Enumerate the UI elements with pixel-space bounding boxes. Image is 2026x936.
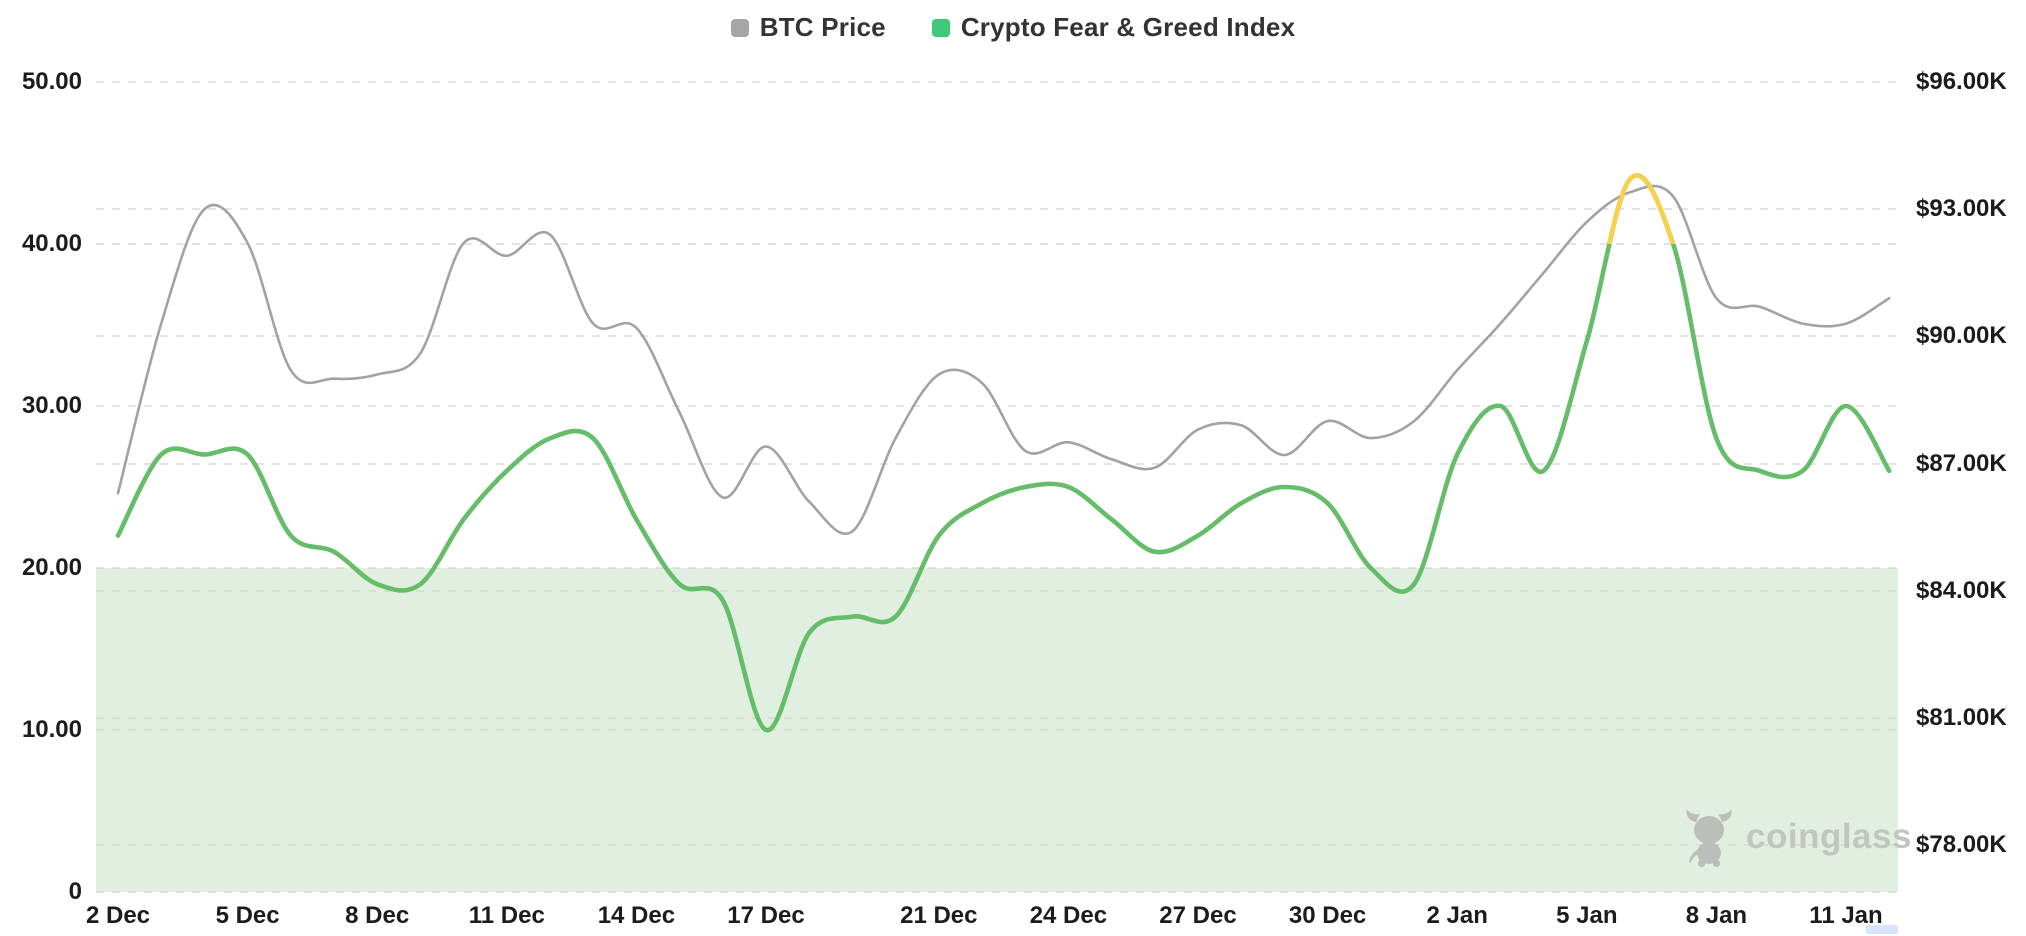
x-axis-date-label: 5 Dec <box>215 902 280 929</box>
x-axis-date-label: 24 Dec <box>1029 902 1108 929</box>
x-axis-date-label: 2 Jan <box>1426 902 1488 929</box>
x-axis-date-label: 11 Jan <box>1809 902 1883 929</box>
btc-legend-label: BTC Price <box>759 12 886 42</box>
legend: BTC Price Crypto Fear & Greed Index <box>0 12 2026 43</box>
left-axis-label: 50.00 <box>21 68 82 95</box>
right-axis-label: $84.00K <box>1916 576 2007 604</box>
right-axis-label: $87.00K <box>1916 449 2007 477</box>
fear-greed-line-greed-highlight <box>1606 173 1676 244</box>
x-axis-date-label: 8 Dec <box>345 902 410 929</box>
left-axis-label: 10.00 <box>21 716 82 743</box>
fear-zone-band <box>96 568 1898 892</box>
fear-greed-series-marker-icon <box>931 18 950 37</box>
x-axis-date-label: 30 Dec <box>1288 902 1367 929</box>
right-axis-label: $90.00K <box>1916 322 2007 350</box>
right-axis-label: $93.00K <box>1916 195 2007 223</box>
right-axis-label: $81.00K <box>1916 703 2007 731</box>
right-axis-label: $78.00K <box>1916 831 2007 858</box>
left-axis-label: 0 <box>68 878 82 905</box>
x-axis-date-label: 11 Dec <box>468 902 545 929</box>
fear-greed-legend-label: Crypto Fear & Greed Index <box>960 12 1296 42</box>
right-axis-label: $96.00K <box>1916 68 2007 95</box>
btc-series-marker-icon <box>730 18 749 37</box>
left-axis-label: 40.00 <box>21 230 82 257</box>
x-axis-date-label: 14 Dec <box>597 902 676 929</box>
legend-item-fear-greed-index[interactable]: Crypto Fear & Greed Index <box>931 12 1296 43</box>
x-axis-date-label: 17 Dec <box>727 902 805 929</box>
left-axis-label: 30.00 <box>21 392 82 419</box>
x-axis-date-label: 27 Dec <box>1159 902 1237 929</box>
x-axis-date-label: 2 Dec <box>85 902 151 929</box>
x-axis-date-label: 8 Jan <box>1685 902 1748 929</box>
x-axis-date-label: 21 Dec <box>900 902 978 929</box>
left-axis-label: 20.00 <box>21 554 82 581</box>
legend-item-btc-price[interactable]: BTC Price <box>730 12 886 43</box>
btc-price-line <box>116 184 1891 535</box>
x-axis-date-label: 5 Jan <box>1556 902 1618 929</box>
scroll-indicator <box>1866 925 1898 934</box>
